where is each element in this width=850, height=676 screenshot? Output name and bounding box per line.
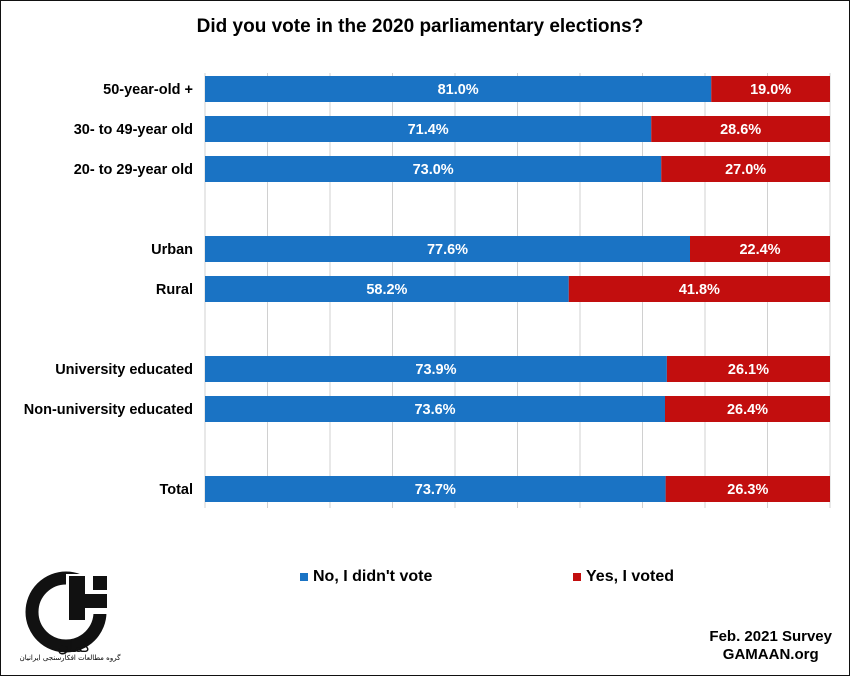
gamaan-logo-icon: گمان <box>25 571 108 656</box>
bar-no <box>205 356 667 382</box>
bar-yes <box>568 276 830 302</box>
logo-subtitle: گروه مطالعات افکارسنجی ایرانیان <box>19 654 121 662</box>
data-label-no: 77.6% <box>427 242 468 258</box>
bar-no <box>205 76 712 102</box>
footer-survey-date: Feb. 2021 Survey <box>709 628 832 645</box>
logo-wordmark: گمان <box>57 637 91 656</box>
data-label-yes: 41.8% <box>679 282 720 298</box>
legend-item-yes: Yes, I voted <box>573 568 674 586</box>
category-label: 50-year-old + <box>103 82 193 98</box>
bar-yes <box>666 356 830 382</box>
legend-item-no: No, I didn't vote <box>300 568 432 586</box>
bar-no <box>205 156 662 182</box>
chart-title: Did you vote in the 2020 parliamentary e… <box>196 16 644 37</box>
category-label: 20- to 29-year old <box>74 162 193 178</box>
footer: Feb. 2021 Survey GAMAAN.org <box>709 628 832 664</box>
legend-label-yes: Yes, I voted <box>586 568 675 585</box>
bar-yes <box>651 116 830 142</box>
bar-yes <box>661 156 830 182</box>
data-label-yes: 26.3% <box>727 482 768 498</box>
category-label: 30- to 49-year old <box>74 122 193 138</box>
legend-swatch-no <box>300 573 308 581</box>
data-label-yes: 26.1% <box>728 362 769 378</box>
bar-no <box>205 396 665 422</box>
data-label-no: 73.7% <box>415 482 456 498</box>
bar-no <box>205 476 666 502</box>
bar-yes <box>665 396 830 422</box>
data-label-no: 71.4% <box>408 122 449 138</box>
data-label-no: 73.0% <box>413 162 454 178</box>
data-label-no: 81.0% <box>438 82 479 98</box>
category-label: Non-university educated <box>24 402 193 418</box>
data-label-yes: 22.4% <box>739 242 780 258</box>
data-label-yes: 26.4% <box>727 402 768 418</box>
footer-site: GAMAAN.org <box>722 646 819 663</box>
data-label-yes: 19.0% <box>750 82 791 98</box>
bar-no <box>205 236 690 262</box>
bar-yes <box>690 236 830 262</box>
category-label: Urban <box>151 242 193 258</box>
data-label-yes: 28.6% <box>720 122 761 138</box>
category-label: Total <box>159 482 193 498</box>
data-label-no: 73.9% <box>415 362 456 378</box>
bar-no <box>205 276 569 302</box>
category-label: Rural <box>156 282 193 298</box>
bar-yes <box>711 76 830 102</box>
data-label-yes: 27.0% <box>725 162 766 178</box>
data-label-no: 73.6% <box>414 402 455 418</box>
bar-no <box>205 116 652 142</box>
data-label-no: 58.2% <box>366 282 407 298</box>
bar-chart: 50-year-old + 81.0% 19.0% 30- to 49-year ol… <box>24 73 831 508</box>
bar-yes <box>665 476 830 502</box>
legend-label-no: No, I didn't vote <box>313 568 433 585</box>
legend-swatch-yes <box>573 573 581 581</box>
category-label: University educated <box>55 362 193 378</box>
